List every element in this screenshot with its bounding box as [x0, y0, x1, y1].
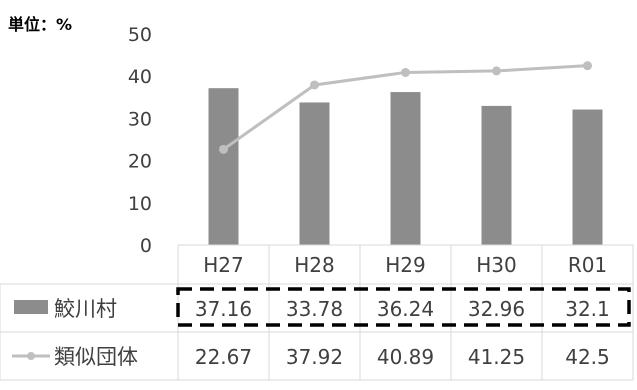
unit-label: 単位：%	[8, 15, 72, 34]
line-point-H28	[310, 80, 319, 90]
bar-H29	[390, 92, 421, 245]
bar-H30	[481, 105, 512, 245]
data-label: 37.92	[286, 345, 343, 369]
plot-area	[208, 61, 603, 246]
category-label: H28	[294, 253, 335, 277]
data-label: 41.25	[468, 345, 525, 369]
series-name: 鮫川村	[54, 297, 117, 321]
y-tick-label: 50	[128, 24, 152, 46]
data-label: 32.96	[468, 297, 525, 321]
series-name: 類似団体	[54, 345, 138, 369]
data-table: H27 H28 H29 H30 R01 鮫川村 37.16 33.78 36.24 32.96 32…	[0, 244, 634, 381]
bar-H27	[208, 88, 239, 245]
highlight-box	[176, 287, 631, 327]
y-tick-label: 30	[128, 108, 152, 130]
y-tick-label: 0	[140, 235, 152, 257]
bar-H28	[299, 102, 330, 246]
category-label: H27	[203, 253, 244, 277]
data-label: 32.1	[565, 297, 610, 321]
y-tick-label: 20	[128, 151, 152, 173]
category-label: H30	[476, 253, 517, 277]
data-label: 37.16	[195, 297, 252, 321]
data-label: 42.5	[565, 345, 610, 369]
y-tick-label: 40	[128, 66, 152, 88]
legend-swatch-bar	[14, 300, 48, 314]
data-label: 22.67	[195, 345, 252, 369]
category-label: R01	[568, 253, 607, 277]
line-point-H27	[219, 144, 228, 154]
bar-R01	[572, 109, 603, 246]
y-axis: 0 10 20 30 40 50	[128, 24, 152, 257]
data-label: 40.89	[377, 345, 434, 369]
y-tick-label: 10	[128, 193, 152, 215]
line-point-R01	[583, 61, 592, 71]
legend-swatch-marker	[27, 352, 35, 360]
line-point-H30	[492, 66, 501, 76]
data-label: 36.24	[377, 297, 434, 321]
category-label: H29	[385, 253, 426, 277]
data-label: 33.78	[286, 297, 343, 321]
line-point-H29	[401, 67, 410, 77]
